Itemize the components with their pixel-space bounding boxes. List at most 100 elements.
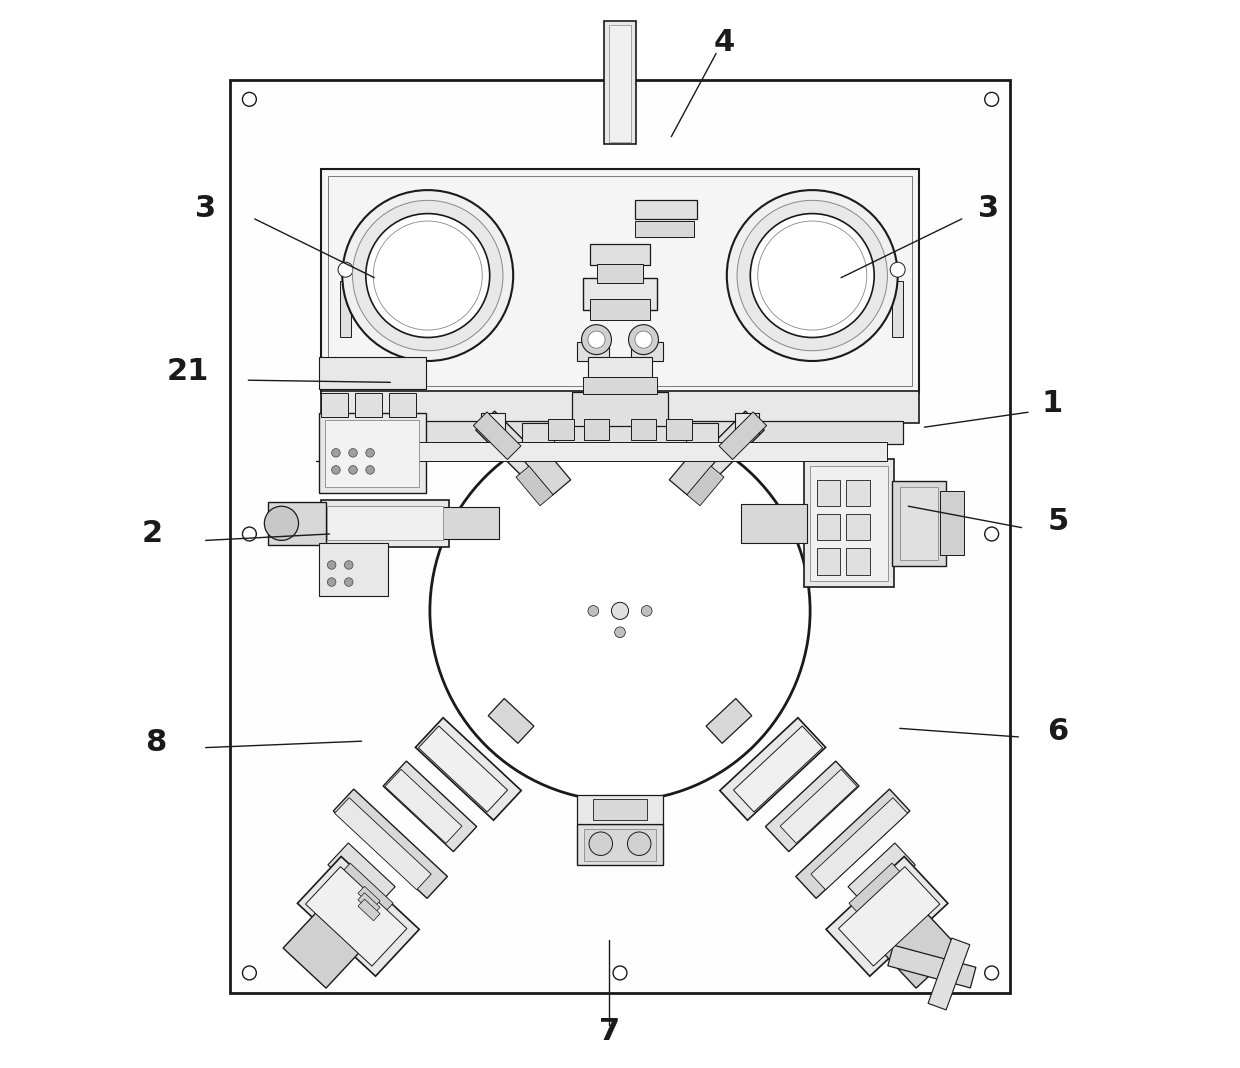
Circle shape [327,578,336,586]
Circle shape [758,221,867,330]
Bar [231,80,1009,993]
Bar [686,423,718,453]
Polygon shape [335,798,432,890]
Circle shape [352,201,503,350]
Bar [740,504,807,543]
Bar [319,543,388,596]
Text: 1: 1 [1042,389,1063,419]
Bar [340,281,351,336]
Circle shape [331,466,340,474]
Bar [321,500,449,547]
Circle shape [264,506,299,540]
Bar [321,393,347,417]
Bar [584,829,656,861]
Bar [583,377,657,394]
Bar [430,507,500,539]
Bar [893,281,903,336]
Bar [666,419,692,440]
Circle shape [985,967,998,980]
Bar [578,795,662,824]
Circle shape [366,466,374,474]
Polygon shape [687,466,724,506]
Circle shape [430,421,810,801]
Circle shape [641,606,652,616]
Bar [847,514,870,540]
Polygon shape [415,718,521,820]
Polygon shape [335,863,393,921]
Bar [327,506,443,540]
Circle shape [985,92,998,106]
Polygon shape [383,761,476,851]
Bar [578,342,609,361]
Circle shape [613,92,627,106]
Circle shape [613,967,627,980]
Circle shape [890,262,905,277]
Polygon shape [928,938,970,1010]
Bar [590,244,650,265]
Polygon shape [516,466,553,506]
Bar [847,480,870,506]
Bar [319,357,425,389]
Circle shape [589,832,613,855]
Bar [522,423,554,453]
Polygon shape [826,857,947,976]
Polygon shape [476,411,539,475]
Polygon shape [888,945,976,988]
Circle shape [348,466,357,474]
Polygon shape [765,761,859,851]
Circle shape [342,190,513,361]
Polygon shape [358,886,381,908]
Circle shape [615,627,625,638]
Polygon shape [780,769,857,844]
Bar [325,420,419,487]
Polygon shape [719,412,766,459]
Polygon shape [848,843,915,909]
Circle shape [985,527,998,540]
Text: 21: 21 [166,357,208,387]
Polygon shape [418,726,507,812]
Circle shape [635,331,652,348]
Polygon shape [358,899,381,921]
Bar [481,413,505,433]
Bar [631,342,662,361]
Circle shape [727,190,898,361]
Text: 4: 4 [714,28,735,58]
Bar [810,466,888,581]
Polygon shape [720,718,826,820]
Polygon shape [670,441,720,494]
Bar [389,393,415,417]
Circle shape [327,561,336,569]
Polygon shape [489,698,534,743]
Bar [319,413,425,493]
Bar [578,824,662,865]
Bar [353,442,887,461]
Bar [584,419,609,440]
Circle shape [345,578,353,586]
Bar [588,357,652,380]
Bar [816,514,839,540]
Bar [631,419,656,440]
Circle shape [627,832,651,855]
Bar [735,413,759,433]
Circle shape [339,262,353,277]
Polygon shape [849,863,908,921]
Text: 3: 3 [978,193,999,223]
Polygon shape [811,798,908,890]
Circle shape [331,449,340,457]
Polygon shape [298,857,419,976]
Polygon shape [334,789,448,898]
Circle shape [366,449,374,457]
Circle shape [345,561,353,569]
Text: 7: 7 [599,1017,620,1047]
Bar [548,419,574,440]
Bar [604,21,636,144]
Bar [816,480,839,506]
Polygon shape [520,441,570,494]
Text: 5: 5 [1048,506,1069,536]
Circle shape [629,325,658,355]
Polygon shape [327,843,396,909]
Polygon shape [706,698,751,743]
Bar [329,176,911,386]
Polygon shape [384,769,463,844]
Bar [635,200,697,219]
